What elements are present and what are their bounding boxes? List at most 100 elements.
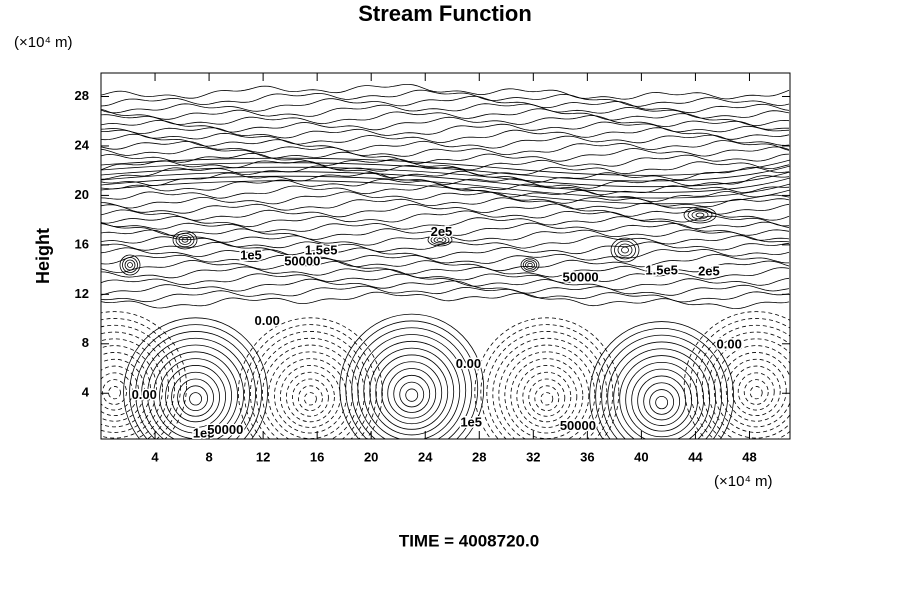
turbulence-line <box>101 103 790 120</box>
contour-ring <box>381 361 443 425</box>
turbulence-line <box>101 178 790 196</box>
turbulence-eddy <box>610 237 640 263</box>
contour-ring <box>649 389 675 415</box>
turbulence-eddy <box>621 246 629 254</box>
contour-ring <box>189 392 202 406</box>
x-tick-label: 28 <box>472 449 486 464</box>
turbulence-line <box>101 216 790 233</box>
contour-ring <box>631 368 693 432</box>
turbulence-line <box>101 259 790 278</box>
contour-ring <box>725 358 787 422</box>
contour-ring <box>510 358 584 434</box>
contour-ring <box>695 324 790 439</box>
turbulence-line <box>101 229 790 246</box>
contour-label: 50000 <box>207 422 243 437</box>
x-tick-label: 40 <box>634 449 648 464</box>
contour-ring <box>102 379 127 405</box>
contour-ring <box>713 345 790 433</box>
x-tick-label: 36 <box>580 449 594 464</box>
plot-frame <box>100 72 791 440</box>
contour-ring <box>498 344 596 439</box>
contour-field <box>101 84 790 439</box>
turbulence-line <box>101 140 790 157</box>
turbulence-line <box>101 84 790 100</box>
contour-label: 50000 <box>560 418 596 433</box>
contour-ring <box>286 371 335 423</box>
contour-ring <box>743 379 769 405</box>
contour-ring <box>540 392 554 406</box>
contour-ring <box>534 385 560 412</box>
turbulence-line <box>101 108 790 127</box>
turbulence-eddy <box>617 243 633 257</box>
turbulence-eddy <box>525 261 535 269</box>
x-tick-label: 44 <box>688 449 703 464</box>
contour-ring <box>480 324 614 439</box>
contour-ring <box>101 352 151 428</box>
contour-ring <box>123 317 268 439</box>
turbulence-eddy <box>181 237 189 243</box>
x-tick-label: 4 <box>151 449 159 464</box>
turbulence-line <box>101 273 790 291</box>
turbulence-eddy <box>172 230 198 250</box>
x-tick-label: 48 <box>742 449 756 464</box>
contour-ring <box>345 320 479 439</box>
turbulence-eddy <box>436 238 444 242</box>
turbulence-line <box>101 115 790 133</box>
contour-ring <box>393 374 431 413</box>
contour-ring <box>280 365 341 428</box>
contour-ring <box>101 331 169 439</box>
turbulence-line <box>101 197 790 215</box>
turbulence-line <box>101 146 790 164</box>
x-tick-label: 24 <box>418 449 433 464</box>
contour-ring <box>595 327 729 439</box>
turbulence-line <box>101 203 790 221</box>
turbulence-line <box>101 253 789 272</box>
contour-ring <box>655 395 669 410</box>
turbulence-eddy <box>687 208 713 222</box>
turbulence-line <box>101 172 790 189</box>
chart-title: Stream Function <box>358 1 532 26</box>
turbulence-eddy <box>614 240 636 260</box>
turbulence-line <box>101 266 790 284</box>
contour-ring <box>101 358 145 422</box>
contour-ring <box>528 378 566 417</box>
x-unit: (×10⁴ m) <box>714 473 773 490</box>
contour-ring <box>643 382 681 421</box>
turbulence-eddy <box>175 232 195 248</box>
y-tick-label: 16 <box>75 236 89 251</box>
turbulence-eddy <box>124 259 136 271</box>
turbulence-eddy <box>522 259 538 271</box>
turbulence-line <box>101 191 790 209</box>
turbulence-line <box>101 241 790 259</box>
x-tick-label: 32 <box>526 449 540 464</box>
contour-ring <box>749 386 763 400</box>
contour-ring <box>516 365 578 428</box>
turbulence-eddy <box>527 262 533 268</box>
contour-ring <box>522 371 572 423</box>
turbulence-eddy <box>430 235 450 245</box>
contour-ring <box>387 368 437 419</box>
contour-label: 1.5e5 <box>645 262 678 277</box>
contour-ring <box>731 365 781 417</box>
upper-layer-line <box>101 162 790 182</box>
contour-ring <box>250 331 371 439</box>
contour-ring <box>165 365 226 428</box>
turbulence-eddy <box>520 257 540 273</box>
footer: TIME = 4008720.0 <box>399 531 539 550</box>
y-tick-label: 4 <box>82 385 90 400</box>
contour-ring <box>183 385 208 412</box>
turbulence-eddy <box>127 262 133 268</box>
contour-ring <box>101 318 181 439</box>
contour-ring <box>274 358 347 434</box>
turbulence-eddy <box>427 233 453 247</box>
y-tick-label: 20 <box>75 187 89 202</box>
contour-ring <box>159 358 232 434</box>
turbulence-line <box>101 133 790 152</box>
contour-ring <box>637 375 687 426</box>
upper-layer-line <box>101 157 790 176</box>
upper-layer-line <box>101 175 790 199</box>
turbulence-line <box>101 152 790 171</box>
contour-label: 2e5 <box>698 264 720 279</box>
contour-ring <box>357 334 467 439</box>
